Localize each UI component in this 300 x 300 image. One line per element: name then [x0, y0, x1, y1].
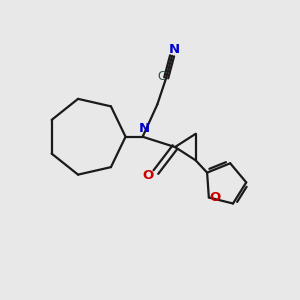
Text: N: N [169, 43, 180, 56]
Text: O: O [142, 169, 153, 182]
Text: C: C [157, 70, 165, 83]
Text: N: N [139, 122, 150, 135]
Text: O: O [210, 191, 221, 204]
